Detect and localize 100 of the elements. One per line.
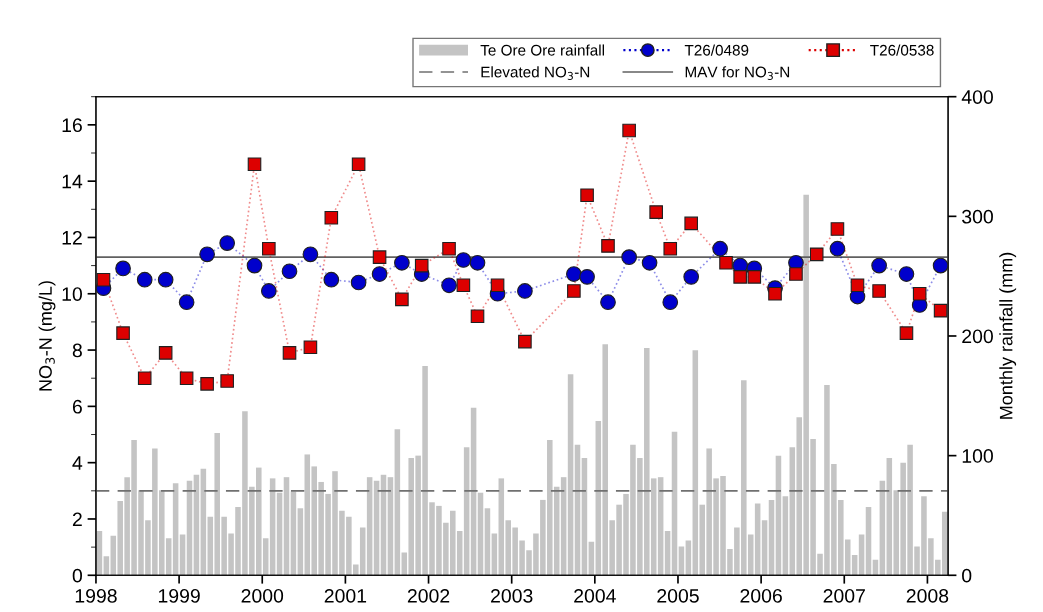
- point: [395, 292, 409, 307]
- point: [469, 254, 486, 271]
- y-tick-label: 6: [72, 399, 82, 414]
- point: [683, 269, 700, 285]
- point: [456, 278, 471, 293]
- point: [579, 269, 595, 285]
- bar: [484, 508, 491, 576]
- y-tick-label: 16: [62, 118, 82, 133]
- point: [350, 274, 367, 291]
- bar: [283, 477, 290, 576]
- y2-tick-label: 100: [962, 449, 993, 463]
- point: [178, 294, 195, 311]
- point: [372, 250, 387, 264]
- point: [768, 286, 782, 301]
- point: [830, 222, 845, 236]
- legend-label: T26/0489: [684, 44, 749, 56]
- point: [323, 271, 340, 288]
- y2-tick-label: 400: [961, 90, 993, 104]
- point: [747, 270, 762, 284]
- point: [199, 246, 215, 263]
- point: [809, 247, 824, 262]
- point: [601, 239, 615, 253]
- y-tick-label: 0: [72, 568, 82, 583]
- point: [662, 294, 679, 311]
- point: [899, 326, 914, 340]
- point: [441, 277, 457, 294]
- point: [158, 346, 173, 360]
- bar: [491, 533, 498, 576]
- point: [262, 241, 276, 256]
- x-tick-label: 2005: [657, 588, 699, 603]
- point: [414, 258, 429, 273]
- point: [137, 371, 152, 386]
- point: [302, 246, 319, 263]
- bar: [768, 499, 775, 576]
- y-tick-label: 2: [72, 512, 82, 527]
- point: [621, 249, 637, 266]
- point: [282, 346, 297, 360]
- x-tick-label: 1998: [75, 588, 117, 603]
- y-tick-label: 10: [62, 287, 82, 301]
- x-tick-label: 2006: [740, 588, 782, 603]
- y2-axis-title: Monthly rainfall (mm): [999, 252, 1017, 419]
- point: [850, 278, 865, 293]
- point: [324, 210, 339, 225]
- y-tick-label: 14: [62, 174, 83, 189]
- bar: [276, 492, 283, 576]
- legend-label: Elevated NO$_{3}$-N: [481, 66, 590, 80]
- y-tick-label: 12: [62, 230, 82, 245]
- point: [219, 235, 236, 251]
- point: [872, 284, 886, 298]
- point: [600, 294, 616, 311]
- y2-tick-label: 200: [962, 329, 993, 344]
- point: [281, 263, 298, 280]
- point: [829, 240, 846, 257]
- bar: [865, 507, 872, 576]
- point: [733, 270, 747, 284]
- x-tick-label: 2002: [407, 588, 450, 603]
- point: [136, 271, 153, 288]
- point: [246, 257, 263, 274]
- bar: [761, 520, 768, 576]
- x-tick-label: 2008: [906, 588, 949, 603]
- y-axis-title: NO$_{3}$-N (mg/L): [38, 281, 56, 391]
- legend-label: T26/0538: [870, 44, 934, 56]
- point: [580, 188, 594, 203]
- legend-label: Te Ore Ore rainfall: [480, 44, 605, 56]
- point: [517, 283, 533, 299]
- legend-label: MAV for NO$_{3}$-N: [685, 66, 790, 80]
- point: [394, 254, 410, 271]
- point: [622, 123, 636, 138]
- point: [933, 303, 948, 318]
- x-tick-label: 1999: [158, 588, 200, 603]
- point: [932, 257, 949, 274]
- point: [567, 284, 581, 298]
- point: [663, 241, 678, 256]
- point: [898, 266, 915, 282]
- point: [518, 334, 532, 349]
- point: [179, 371, 194, 386]
- point: [351, 157, 366, 172]
- x-tick-label: 2004: [574, 588, 616, 603]
- bar: [477, 492, 484, 576]
- bar: [96, 531, 103, 576]
- point: [371, 266, 388, 282]
- point: [260, 283, 277, 299]
- point: [566, 266, 582, 282]
- point: [96, 272, 111, 287]
- point: [789, 267, 803, 281]
- bar: [664, 531, 671, 576]
- x-tick-label: 2003: [491, 588, 533, 603]
- y2-tick-label: 0: [962, 568, 972, 583]
- y2-tick-label: 300: [962, 209, 993, 224]
- x-tick-label: 2007: [823, 588, 865, 603]
- point: [912, 286, 927, 301]
- bar: [671, 431, 678, 576]
- point: [649, 205, 663, 219]
- point: [684, 216, 698, 231]
- bar: [172, 483, 179, 576]
- point: [719, 255, 733, 270]
- point: [455, 252, 472, 268]
- point: [303, 340, 318, 355]
- bar: [297, 508, 304, 576]
- bar: [567, 374, 574, 576]
